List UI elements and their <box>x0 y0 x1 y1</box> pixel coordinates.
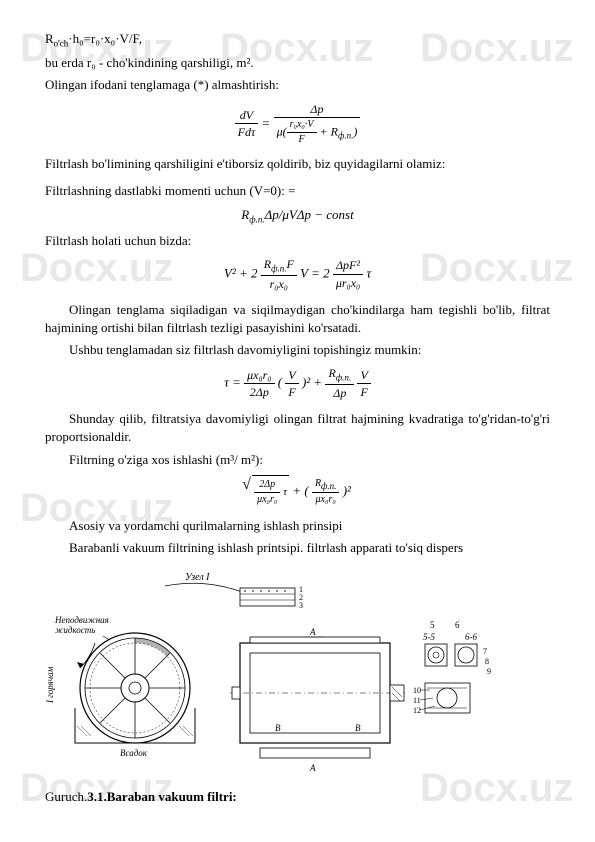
formula-5: 2Δpμx₀r₀ τ + ( Rф.п.μx₀r₀ )² <box>45 475 550 507</box>
svg-text:I горячам: I горячам <box>45 666 55 704</box>
formula-3: V² + 2 Rф.п.Fr₀x₀ V = 2 ΔpF²μr₀x₀ τ <box>45 256 550 293</box>
formula-4: τ = μx₀r₀2Δp ( VF )² + Rф.п.Δp VF <box>45 365 550 402</box>
svg-text:Узел I: Узел I <box>185 572 210 583</box>
svg-text:6: 6 <box>455 620 460 630</box>
svg-text:7: 7 <box>483 647 487 656</box>
paragraph: Ushbu tenglamadan siz filtrlash davomiyl… <box>45 341 550 359</box>
paragraph: Asosiy va yordamchi qurilmalarning ishla… <box>45 517 550 535</box>
svg-text:9: 9 <box>487 667 491 676</box>
svg-text:Неподвижная: Неподвижная <box>54 615 109 625</box>
svg-text:A: A <box>309 763 316 773</box>
paragraph: Olingan tenglama siqiladigan va siqilmay… <box>45 301 550 337</box>
paragraph: Barabanli vakuum filtrining ishlash prin… <box>45 539 550 557</box>
svg-text:B: B <box>355 723 361 733</box>
text-line: Filtrlashning dastlabki momenti uchun (V… <box>45 182 550 200</box>
svg-text:8: 8 <box>485 657 489 666</box>
paragraph: Filtrning o'ziga xos ishlashi (m³/ m²): <box>45 451 550 469</box>
svg-text:3: 3 <box>299 601 303 610</box>
formula-1: dVFdτ = Δp μ(r₀x₀·VF + Rф.п.) <box>45 101 550 148</box>
svg-text:6-6: 6-6 <box>465 632 477 642</box>
svg-text:12: 12 <box>413 706 421 715</box>
svg-text:A: A <box>309 627 316 637</box>
text-line: Ro'ch·h₀=r₀·x₀·V/F, <box>45 30 550 50</box>
formula-2: Rф.п.Δp/μVΔp − const <box>45 206 550 226</box>
svg-text:11: 11 <box>413 696 421 705</box>
text-line: bu erda r₀ - cho'kindining qarshiligi, m… <box>45 54 550 72</box>
text-line: Filtrlash bo'limining qarshiligini e'tib… <box>45 155 550 173</box>
text-line: Olingan ifodani tenglamaga (*) almashtir… <box>45 76 550 94</box>
svg-text:Всадок: Всадок <box>120 748 148 758</box>
technical-drawing: Узел I 1 2 3 Неподвижная жидкость <box>45 568 550 778</box>
svg-text:5: 5 <box>430 620 435 630</box>
figure-caption: Guruch.3.1.Baraban vakuum filtri: <box>45 788 550 806</box>
svg-text:B: B <box>275 723 281 733</box>
svg-text:5-5: 5-5 <box>423 632 435 642</box>
svg-text:жидкость: жидкость <box>55 625 95 635</box>
paragraph: Shunday qilib, filtratsiya davomiyligi o… <box>45 410 550 446</box>
text-line: Filtrlash holati uchun bizda: <box>45 232 550 250</box>
svg-text:10: 10 <box>413 686 421 695</box>
